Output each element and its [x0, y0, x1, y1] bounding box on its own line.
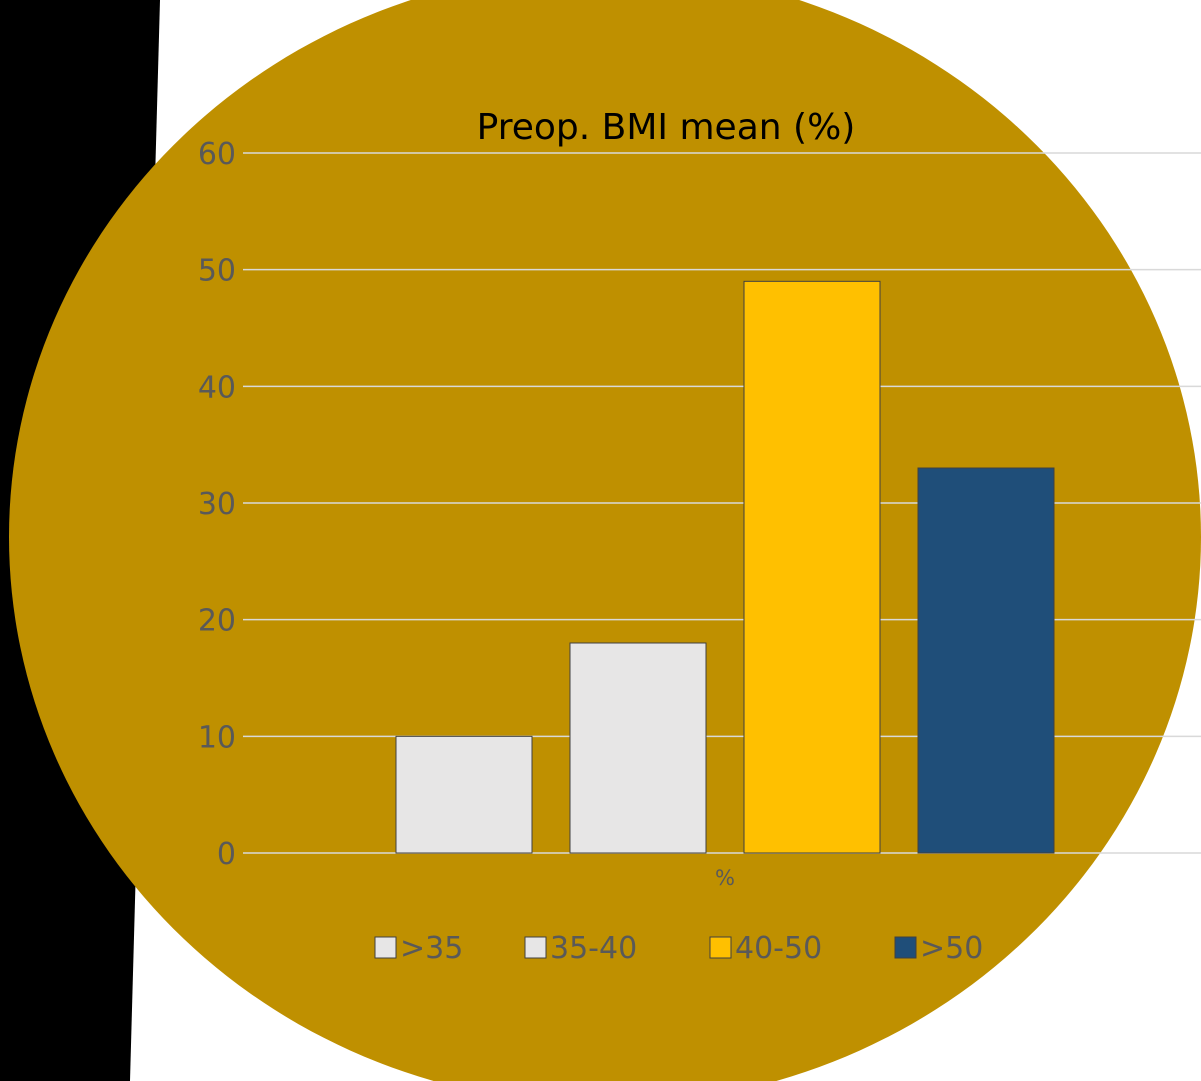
legend-swatch-1 — [524, 936, 547, 959]
bars — [395, 280, 1055, 854]
chart-title: Preop. BMI mean (%) — [477, 107, 856, 148]
legend-swatch-2 — [709, 936, 732, 959]
legend-swatch-0 — [374, 936, 397, 959]
y-tick-label-20: 20 — [198, 604, 236, 639]
legend-label-0: >35 — [400, 931, 463, 966]
legend-swatch-3 — [894, 936, 917, 959]
legend-label-1: 35-40 — [550, 931, 637, 966]
bar-3 — [917, 467, 1055, 854]
bar-2 — [743, 280, 881, 854]
legend: >35 35-40 40-50 >50 — [374, 931, 983, 966]
y-tick-label-10: 10 — [198, 720, 236, 755]
y-tick-label-30: 30 — [198, 487, 236, 522]
category-label: % — [715, 866, 735, 890]
legend-label-2: 40-50 — [735, 931, 822, 966]
bar-1 — [569, 642, 707, 854]
bar-0 — [395, 735, 533, 854]
legend-label-3: >50 — [920, 931, 983, 966]
y-axis-tick-labels: 0 10 20 30 40 50 60 — [198, 137, 236, 872]
y-tick-label-0: 0 — [217, 837, 236, 872]
y-tick-label-50: 50 — [198, 254, 236, 289]
y-tick-label-40: 40 — [198, 370, 236, 405]
y-tick-label-60: 60 — [198, 137, 236, 172]
